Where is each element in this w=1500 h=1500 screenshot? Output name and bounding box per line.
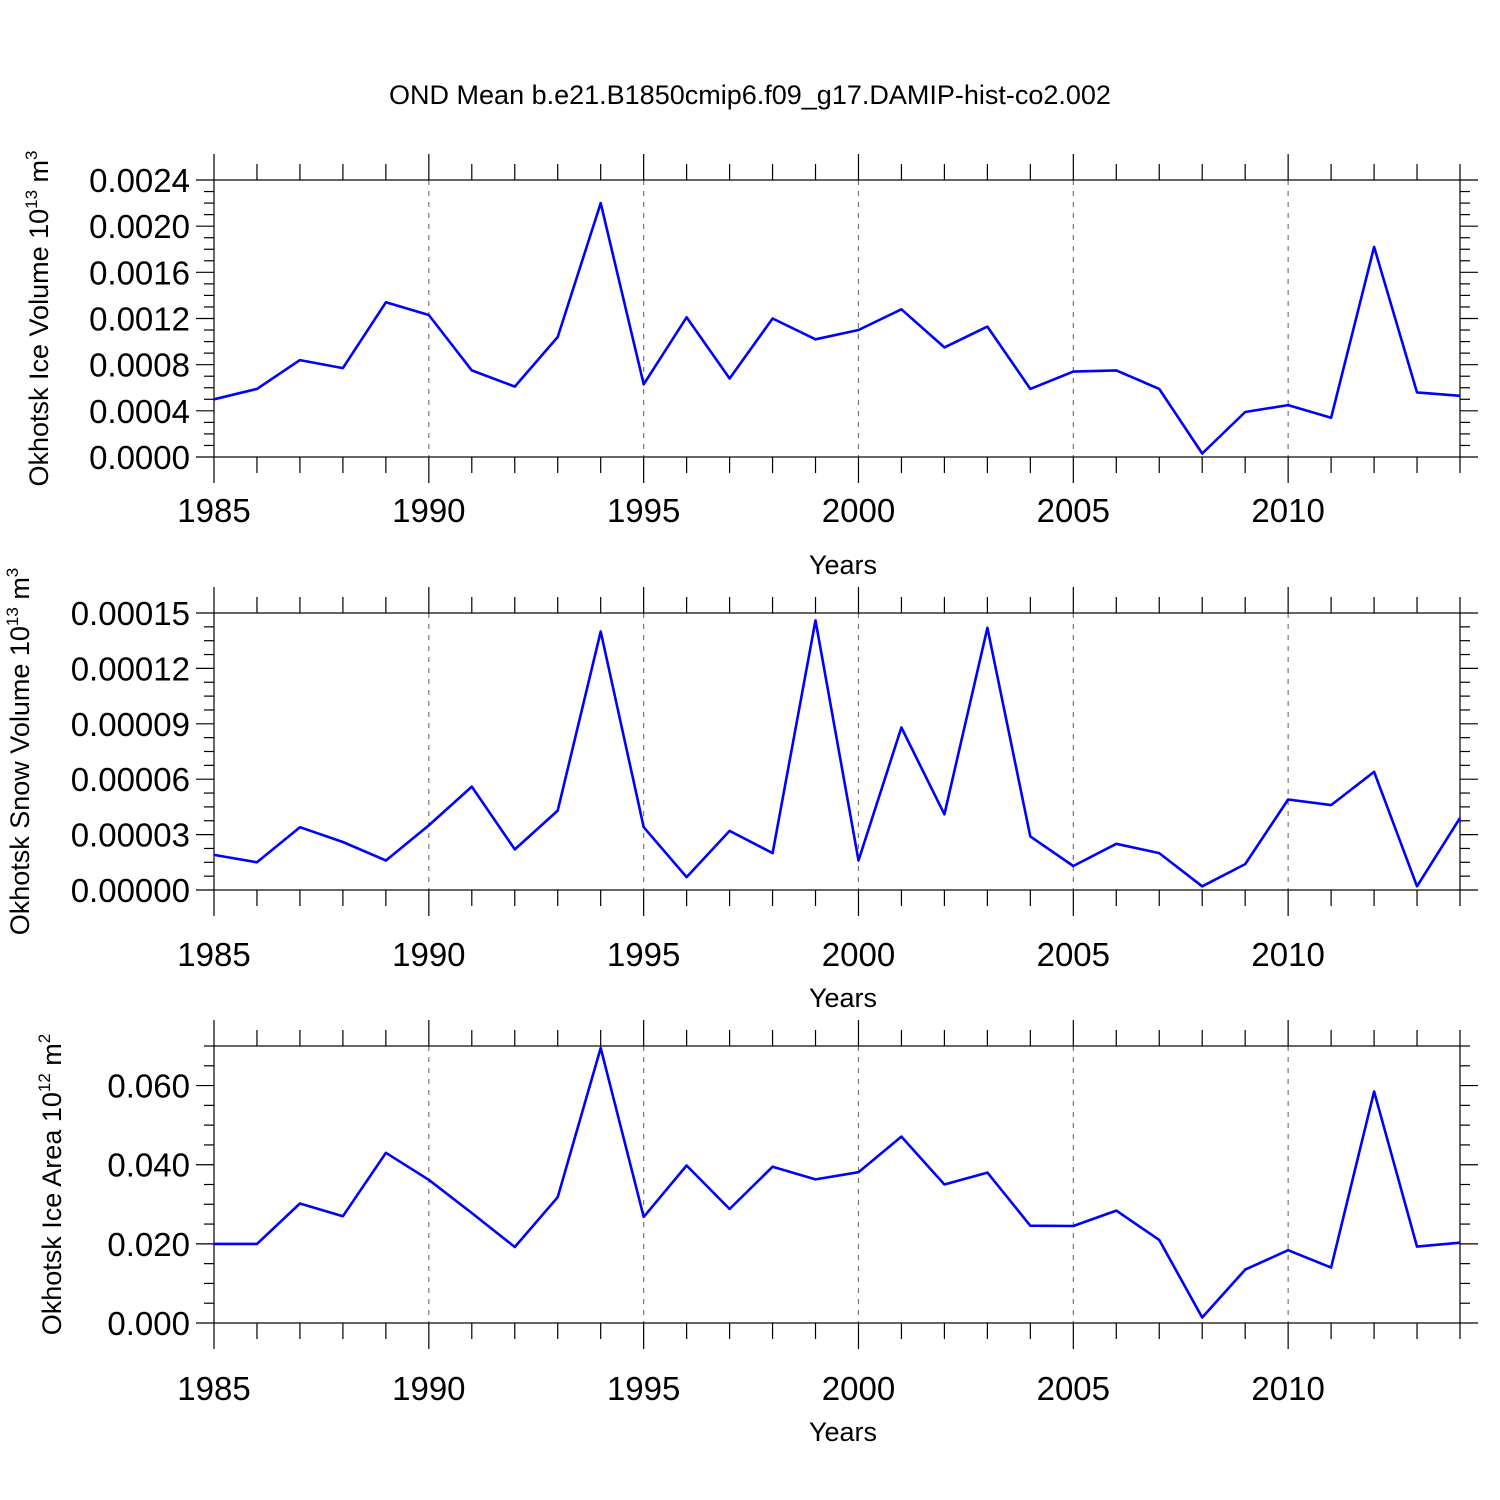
y-axis-title: Okhotsk Snow Volume 1013 m3: [3, 568, 35, 936]
y-axis-title-unit: m: [5, 577, 35, 607]
x-tick-label-2010: 2010: [1251, 1370, 1324, 1407]
y-axis-title-main: Okhotsk Snow Volume 10: [5, 626, 35, 935]
x-tick-label-1985: 1985: [177, 1370, 250, 1407]
y-tick-label-0.000: 0.000: [107, 1305, 190, 1342]
y-tick-label-0.040: 0.040: [107, 1147, 190, 1184]
series-line-1: [213, 201, 1461, 455]
series-line-1: [214, 1046, 1461, 1319]
y-axis-title-main: Okhotsk Ice Volume 10: [24, 209, 54, 487]
y-axis-title-exponent: 13: [22, 190, 41, 209]
y-tick-label-0.0012: 0.0012: [89, 301, 190, 338]
x-axis-title: Years: [809, 1417, 877, 1447]
chart-panel-3: 1985 1990 1995 2000 2005 2010 0.000 0.020 0.040 0…: [35, 1020, 1478, 1447]
y-tick-label-0.00000: 0.00000: [71, 872, 190, 909]
y-tick-label-0.00003: 0.00003: [71, 817, 190, 854]
y-tick-label-0.0016: 0.0016: [89, 254, 190, 291]
y-axis-title-unit-exponent: 3: [3, 568, 22, 577]
x-tick-label-2010: 2010: [1251, 936, 1324, 973]
series-line-1: [213, 619, 1462, 888]
y-axis-title-unit-exponent: 2: [35, 1034, 54, 1043]
x-tick-label-2010: 2010: [1251, 492, 1324, 529]
x-tick-label-1995: 1995: [607, 1370, 680, 1407]
x-tick-label-1995: 1995: [607, 492, 680, 529]
y-tick-label-0.00009: 0.00009: [71, 706, 190, 743]
x-tick-label-1990: 1990: [392, 492, 465, 529]
y-axis-title-unit: m: [24, 160, 54, 190]
x-tick-label-2005: 2005: [1037, 1370, 1110, 1407]
panels: 1985 1990 1995 2000 2005 2010 0.0000 0.0004 0.00…: [3, 150, 1478, 1447]
x-tick-label-2000: 2000: [822, 492, 895, 529]
y-tick-label-0.0020: 0.0020: [89, 208, 190, 245]
y-tick-label-0.00015: 0.00015: [71, 595, 190, 632]
x-tick-label-2005: 2005: [1037, 492, 1110, 529]
x-tick-label-1985: 1985: [177, 936, 250, 973]
y-axis-title-exponent: 12: [35, 1073, 54, 1092]
y-axis-title-main: Okhotsk Ice Area 10: [37, 1092, 67, 1335]
y-tick-label-0.0024: 0.0024: [89, 162, 190, 199]
y-tick-label-0.0008: 0.0008: [89, 347, 190, 384]
y-axis-title: Okhotsk Ice Area 1012 m2: [35, 1034, 67, 1336]
y-axis-title-unit: m: [37, 1043, 67, 1073]
y-axis-title-exponent: 13: [3, 607, 22, 626]
y-tick-label-0.020: 0.020: [107, 1226, 190, 1263]
y-tick-label-0.0004: 0.0004: [89, 393, 190, 430]
chart-panel-2: 1985 1990 1995 2000 2005 2010 0.00000 0.00003 0.…: [3, 568, 1478, 1013]
x-tick-label-1990: 1990: [392, 936, 465, 973]
figure-title: OND Mean b.e21.B1850cmip6.f09_g17.DAMIP-…: [389, 80, 1111, 110]
x-tick-label-2005: 2005: [1037, 936, 1110, 973]
x-tick-label-2000: 2000: [822, 1370, 895, 1407]
x-tick-label-1995: 1995: [607, 936, 680, 973]
y-axis-title: Okhotsk Ice Volume 1013 m3: [22, 150, 54, 486]
chart-panel-1: 1985 1990 1995 2000 2005 2010 0.0000 0.0004 0.00…: [22, 150, 1478, 580]
y-tick-label-0.00006: 0.00006: [71, 761, 190, 798]
y-tick-label-0.0000: 0.0000: [89, 439, 190, 476]
y-tick-label-0.00012: 0.00012: [71, 650, 190, 687]
x-tick-label-1985: 1985: [177, 492, 250, 529]
x-axis-title: Years: [809, 983, 877, 1013]
y-tick-label-0.060: 0.060: [107, 1068, 190, 1105]
y-axis-title-unit-exponent: 3: [22, 150, 41, 159]
x-tick-label-2000: 2000: [822, 936, 895, 973]
x-axis-title: Years: [809, 550, 877, 580]
x-tick-label-1990: 1990: [392, 1370, 465, 1407]
